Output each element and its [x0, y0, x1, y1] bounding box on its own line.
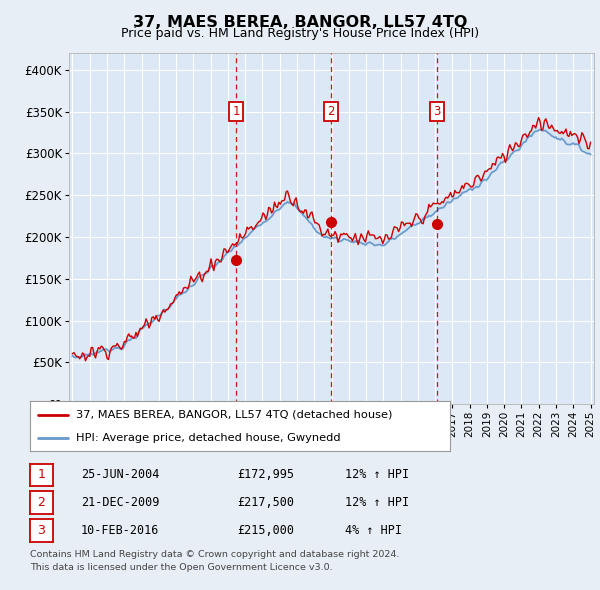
Text: £215,000: £215,000 — [237, 524, 294, 537]
Text: 3: 3 — [433, 105, 441, 118]
Text: 37, MAES BEREA, BANGOR, LL57 4TQ (detached house): 37, MAES BEREA, BANGOR, LL57 4TQ (detach… — [76, 409, 392, 419]
Text: 12% ↑ HPI: 12% ↑ HPI — [345, 496, 409, 509]
Text: HPI: Average price, detached house, Gwynedd: HPI: Average price, detached house, Gwyn… — [76, 433, 341, 443]
Text: 21-DEC-2009: 21-DEC-2009 — [81, 496, 160, 509]
Text: 12% ↑ HPI: 12% ↑ HPI — [345, 468, 409, 481]
Text: 3: 3 — [37, 524, 46, 537]
Text: This data is licensed under the Open Government Licence v3.0.: This data is licensed under the Open Gov… — [30, 563, 332, 572]
Text: Price paid vs. HM Land Registry's House Price Index (HPI): Price paid vs. HM Land Registry's House … — [121, 27, 479, 40]
Text: 37, MAES BEREA, BANGOR, LL57 4TQ: 37, MAES BEREA, BANGOR, LL57 4TQ — [133, 15, 467, 30]
Text: 10-FEB-2016: 10-FEB-2016 — [81, 524, 160, 537]
Text: 2: 2 — [327, 105, 335, 118]
Text: 1: 1 — [233, 105, 240, 118]
Text: 25-JUN-2004: 25-JUN-2004 — [81, 468, 160, 481]
Text: £217,500: £217,500 — [237, 496, 294, 509]
Text: Contains HM Land Registry data © Crown copyright and database right 2024.: Contains HM Land Registry data © Crown c… — [30, 550, 400, 559]
Text: 1: 1 — [37, 468, 46, 481]
Text: 4% ↑ HPI: 4% ↑ HPI — [345, 524, 402, 537]
Text: 2: 2 — [37, 496, 46, 509]
Text: £172,995: £172,995 — [237, 468, 294, 481]
